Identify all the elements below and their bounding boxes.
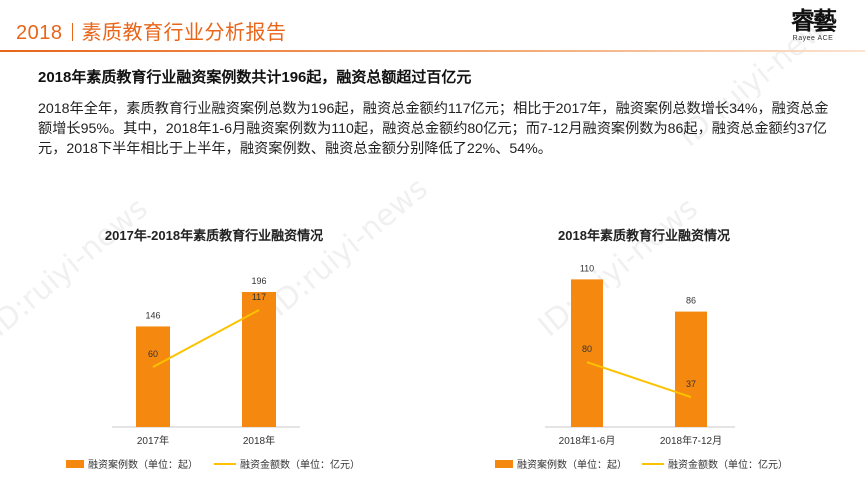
x-tick-label: 2018年 [243, 434, 275, 447]
legend-label: 融资案例数（单位：起） [88, 458, 198, 471]
logo-mark: 睿藝 [791, 6, 837, 35]
logo-subtitle: Rayee ACE [792, 35, 834, 42]
bar-data-label: 196 [251, 276, 266, 286]
legend-label: 融资案例数（单位：起） [517, 458, 627, 471]
bar [136, 326, 170, 427]
bar-data-label: 86 [686, 296, 696, 306]
series-line [586, 361, 692, 398]
line-data-label: 60 [148, 349, 158, 359]
x-tick-label: 2018年7-12月 [660, 434, 722, 447]
legend-label: 融资金额数（单位：亿元） [240, 458, 360, 471]
bar [571, 279, 603, 427]
bar-data-label: 110 [580, 263, 594, 273]
summary-paragraph: 2018年全年，素质教育行业融资案例总数为196起，融资总金额约117亿元；相比… [38, 101, 829, 157]
x-tick-label: 2017年 [137, 434, 169, 447]
chart-title: 2017年-2018年素质教育行业融资情况 [105, 228, 323, 243]
headline: 2018年素质教育行业融资案例数共计196起，融资总额超过百亿元 [38, 69, 472, 86]
bar-data-label: 146 [145, 310, 160, 320]
brand-logo: 睿藝 Rayee ACE [785, 8, 841, 48]
header-title-text: 素质教育行业分析报告 [81, 22, 287, 44]
chart-title: 2018年素质教育行业融资情况 [558, 228, 730, 243]
header-year: 2018 [16, 22, 63, 44]
legend-swatch-bar [495, 460, 513, 468]
header-underline [0, 50, 865, 52]
slide-header: 2018 素质教育行业分析报告 睿藝 Rayee ACE [0, 0, 865, 56]
line-data-label: 80 [582, 344, 592, 354]
line-data-label: 117 [252, 292, 266, 302]
bar [675, 311, 707, 427]
legend-swatch-bar [66, 460, 84, 468]
page-title: 2018 素质教育行业分析报告 [16, 16, 287, 45]
line-data-label: 37 [686, 379, 696, 389]
x-tick-label: 2018年1-6月 [559, 434, 616, 447]
legend-label: 融资金额数（单位：亿元） [668, 458, 788, 471]
series-line [152, 309, 260, 368]
bar [242, 291, 276, 427]
title-divider [71, 23, 73, 41]
